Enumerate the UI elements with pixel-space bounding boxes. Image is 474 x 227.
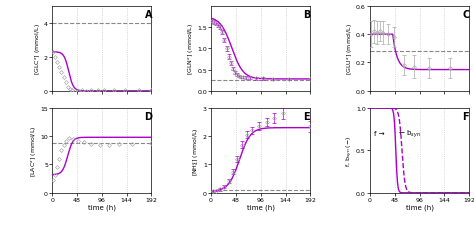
Text: E: E bbox=[303, 112, 310, 122]
X-axis label: time (h): time (h) bbox=[406, 203, 434, 210]
Y-axis label: [GLC$^x$] (mmol/L): [GLC$^x$] (mmol/L) bbox=[33, 23, 43, 75]
Text: f →: f → bbox=[374, 131, 385, 136]
X-axis label: time (h): time (h) bbox=[88, 203, 116, 210]
Y-axis label: [NH$_4^x$] (mmol/L): [NH$_4^x$] (mmol/L) bbox=[192, 126, 201, 175]
Y-axis label: [GLN$^x$] (mmol/L): [GLN$^x$] (mmol/L) bbox=[187, 23, 196, 75]
Text: F: F bbox=[462, 112, 469, 122]
Text: D: D bbox=[145, 112, 153, 122]
X-axis label: time (h): time (h) bbox=[246, 203, 275, 210]
Text: A: A bbox=[145, 10, 152, 20]
Text: ← b$_{syn}$: ← b$_{syn}$ bbox=[398, 128, 421, 140]
Y-axis label: [GLU$^x$] (mmol/L): [GLU$^x$] (mmol/L) bbox=[346, 23, 355, 75]
Text: C: C bbox=[462, 10, 470, 20]
Text: B: B bbox=[303, 10, 311, 20]
Y-axis label: [LAC$^x$] (mmol/L): [LAC$^x$] (mmol/L) bbox=[30, 125, 39, 176]
Y-axis label: f, b$_{syn}$ ($-$): f, b$_{syn}$ ($-$) bbox=[345, 135, 355, 166]
